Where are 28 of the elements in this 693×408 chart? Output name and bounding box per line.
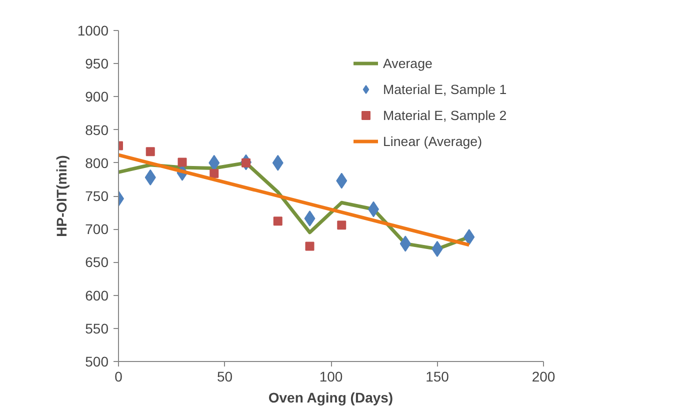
y-tick-label: 900 bbox=[85, 88, 109, 105]
y-tick-label: 650 bbox=[85, 254, 109, 270]
point bbox=[305, 242, 314, 251]
legend-label: Linear (Average) bbox=[383, 134, 482, 148]
point bbox=[337, 220, 346, 230]
y-tick-label: 750 bbox=[85, 188, 109, 204]
x-tick-label: 50 bbox=[216, 368, 233, 384]
x-tick-label: 100 bbox=[319, 368, 343, 384]
y-tick-label: 850 bbox=[85, 122, 109, 138]
y-tick-label: 700 bbox=[85, 221, 109, 238]
y-tick-label: 550 bbox=[85, 320, 109, 336]
x-tick-label: 200 bbox=[532, 368, 556, 384]
x-tick-label: 0 bbox=[114, 368, 123, 384]
y-tick-label: 950 bbox=[85, 56, 109, 72]
legend-label: Average bbox=[383, 56, 432, 70]
y-tick-label: 1000 bbox=[77, 22, 109, 38]
legend-label: Material E, Sample 2 bbox=[383, 108, 507, 122]
x-tick-label: 150 bbox=[426, 368, 450, 384]
point bbox=[210, 168, 219, 178]
point bbox=[178, 158, 187, 167]
y-tick-label: 500 bbox=[85, 354, 109, 370]
y-axis-title: HP-OIT(min) bbox=[53, 155, 70, 237]
x-axis-title: Oven Aging (Days) bbox=[268, 390, 394, 406]
y-tick-label: 800 bbox=[85, 154, 109, 171]
legend-label: Material E, Sample 1 bbox=[383, 82, 507, 96]
point bbox=[146, 147, 155, 156]
point bbox=[273, 216, 282, 226]
y-tick-label: 600 bbox=[85, 287, 109, 304]
